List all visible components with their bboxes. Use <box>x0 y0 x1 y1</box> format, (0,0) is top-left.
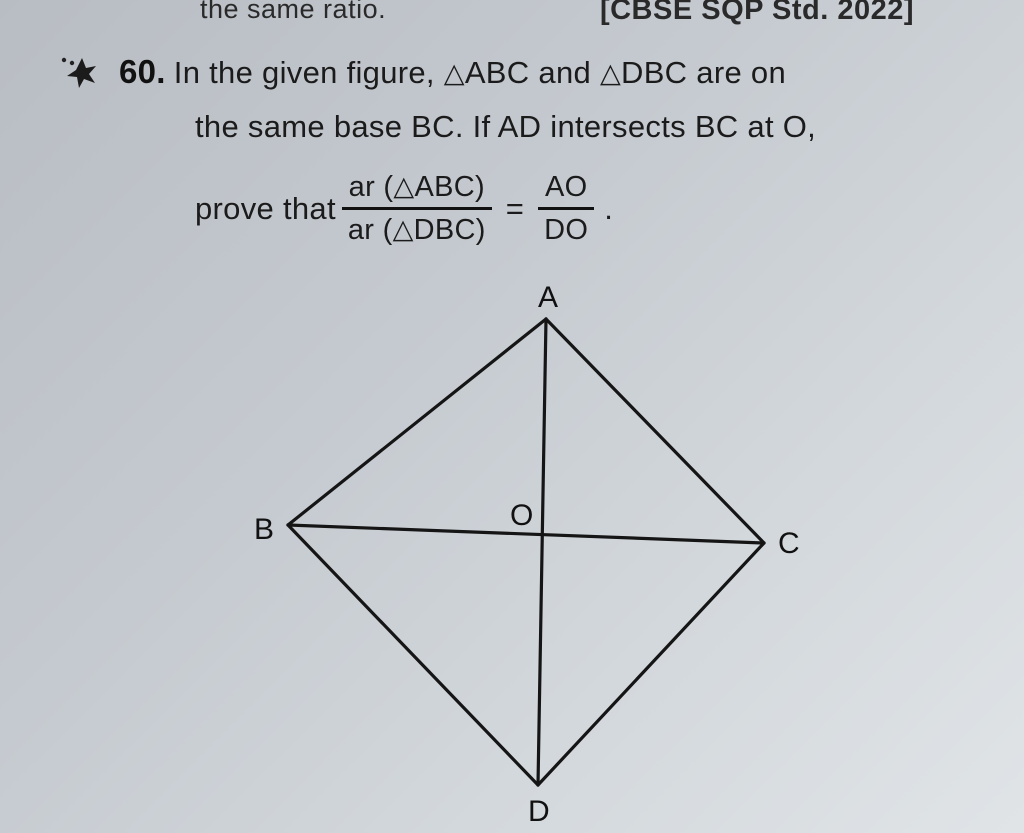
question-line-1: 60.In the given figure, △ABC and △DBC ar… <box>85 46 964 97</box>
prev-line-fragment: the same ratio. <box>200 0 386 27</box>
full-stop: . <box>604 185 613 233</box>
fraction-bar <box>538 207 594 210</box>
triangle-symbol-icon: △ <box>393 171 414 201</box>
text-fragment: ar ( <box>348 214 393 246</box>
text-fragment: ar ( <box>349 171 394 203</box>
svg-text:D: D <box>528 795 550 825</box>
triangle-symbol-icon: △ <box>444 58 465 88</box>
equals-sign: = <box>506 185 524 233</box>
text-fragment: are on <box>687 55 786 90</box>
fraction-area-ratio: ar (△ABC) ar (△DBC) <box>342 169 492 248</box>
text-fragment: prove that <box>195 185 336 233</box>
text-fragment: DBC) <box>414 214 486 246</box>
svg-text:C: C <box>778 527 800 560</box>
text-fragment: and <box>529 55 599 90</box>
fraction-numerator: AO <box>539 169 594 205</box>
text-fragment: In the given figure, <box>174 55 444 90</box>
svg-text:O: O <box>510 499 533 532</box>
svg-text:B: B <box>254 513 274 546</box>
text-fragment: DBC <box>621 55 687 90</box>
svg-text:A: A <box>538 285 558 314</box>
fraction-bar <box>342 207 492 210</box>
text-fragment: ABC) <box>414 171 485 203</box>
question-line-3: prove that ar (△ABC) ar (△DBC) = AO DO . <box>85 169 964 248</box>
source-citation: [CBSE SQP Std. 2022] <box>600 0 914 27</box>
top-fragment-row: the same ratio. [CBSE SQP Std. 2022] <box>0 0 1024 27</box>
question-line-2: the same base BC. If AD intersects BC at… <box>85 103 964 151</box>
fraction-denominator: DO <box>538 212 594 248</box>
fraction-numerator: ar (△ABC) <box>343 169 491 205</box>
triangle-symbol-icon: △ <box>600 58 621 88</box>
question-text: 60.In the given figure, △ABC and △DBC ar… <box>85 0 964 248</box>
triangle-symbol-icon: △ <box>393 214 414 244</box>
fraction-denominator: ar (△DBC) <box>342 212 492 248</box>
fraction-segment-ratio: AO DO <box>538 169 594 248</box>
page: the same ratio. [CBSE SQP Std. 2022] 60.… <box>0 0 1024 833</box>
star-bullet-icon <box>58 52 98 97</box>
text-fragment: ABC <box>465 55 530 90</box>
geometry-diagram: A B C D O <box>250 285 810 825</box>
question-number: 60. <box>119 46 166 97</box>
